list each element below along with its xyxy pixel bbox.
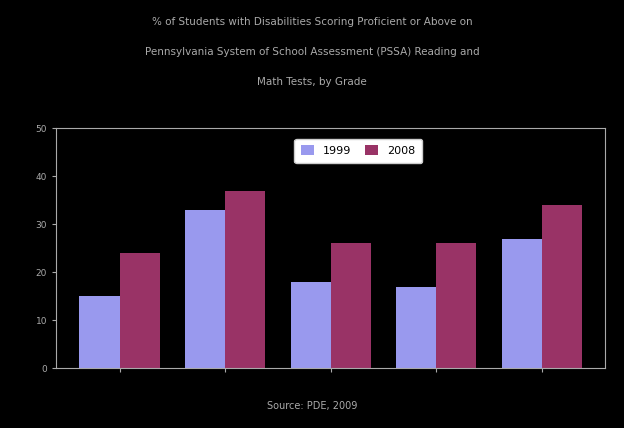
- Bar: [396, 287, 436, 368]
- Text: Math Tests, by Grade: Math Tests, by Grade: [257, 77, 367, 87]
- Bar: [225, 191, 265, 368]
- Text: Source: PDE, 2009: Source: PDE, 2009: [267, 401, 357, 411]
- Legend: 1999, 2008: 1999, 2008: [295, 139, 422, 163]
- Bar: [502, 239, 542, 368]
- Bar: [542, 205, 582, 368]
- Bar: [291, 282, 331, 368]
- Bar: [331, 244, 371, 368]
- Bar: [79, 296, 120, 368]
- Bar: [436, 244, 477, 368]
- Bar: [185, 210, 225, 368]
- Text: Pennsylvania System of School Assessment (PSSA) Reading and: Pennsylvania System of School Assessment…: [145, 47, 479, 57]
- Bar: [120, 253, 160, 368]
- Text: % of Students with Disabilities Scoring Proficient or Above on: % of Students with Disabilities Scoring …: [152, 17, 472, 27]
